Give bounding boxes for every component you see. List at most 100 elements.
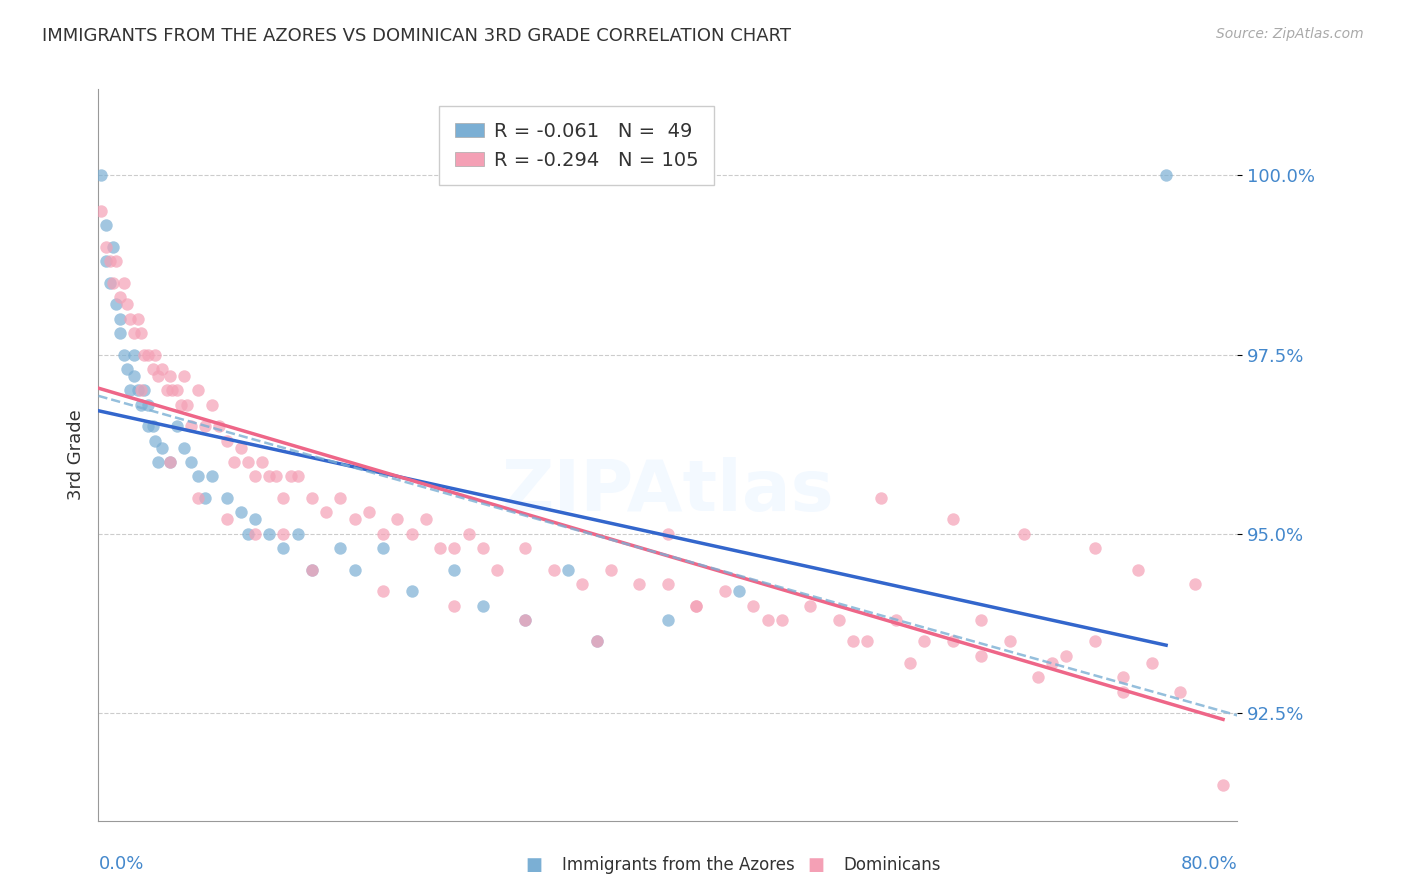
Point	[159, 455, 181, 469]
Point	[170, 398, 193, 412]
Point	[471, 599, 494, 613]
Point	[543, 563, 565, 577]
Point	[94, 240, 117, 254]
Point	[685, 599, 707, 613]
Point	[250, 455, 273, 469]
Point	[201, 469, 224, 483]
Point	[1084, 541, 1107, 556]
Point	[856, 634, 879, 648]
Point	[229, 505, 252, 519]
Point	[136, 419, 159, 434]
Point	[1056, 648, 1078, 663]
Point	[371, 541, 394, 556]
Point	[173, 441, 195, 455]
Point	[301, 491, 323, 505]
Point	[280, 469, 302, 483]
Point	[1170, 684, 1192, 698]
Text: Dominicans: Dominicans	[844, 856, 941, 874]
Point	[104, 254, 127, 268]
Point	[259, 526, 281, 541]
Point	[557, 563, 579, 577]
Point	[141, 419, 163, 434]
Point	[273, 526, 295, 541]
Point	[401, 526, 423, 541]
Point	[118, 311, 141, 326]
Point	[657, 613, 679, 627]
Y-axis label: 3rd Grade: 3rd Grade	[66, 409, 84, 500]
Point	[101, 276, 124, 290]
Point	[401, 584, 423, 599]
Point	[1040, 656, 1063, 670]
Point	[371, 526, 394, 541]
Point	[770, 613, 793, 627]
Point	[600, 563, 623, 577]
Point	[98, 254, 121, 268]
Point	[243, 526, 266, 541]
Point	[108, 326, 131, 340]
Point	[122, 326, 145, 340]
Point	[94, 254, 117, 268]
Point	[357, 505, 380, 519]
Point	[194, 419, 217, 434]
Point	[136, 347, 159, 361]
Point	[159, 455, 181, 469]
Point	[1126, 563, 1149, 577]
Point	[122, 347, 145, 361]
Point	[215, 491, 238, 505]
Point	[118, 384, 141, 398]
Point	[101, 240, 124, 254]
Point	[104, 297, 127, 311]
Point	[90, 204, 112, 219]
Point	[201, 398, 224, 412]
Point	[343, 563, 366, 577]
Point	[98, 276, 121, 290]
Point	[842, 634, 865, 648]
Point	[159, 369, 181, 384]
Point	[148, 369, 170, 384]
Point	[884, 613, 907, 627]
Point	[714, 584, 737, 599]
Point	[122, 369, 145, 384]
Point	[112, 276, 135, 290]
Point	[145, 434, 167, 448]
Point	[115, 362, 138, 376]
Point	[173, 369, 195, 384]
Point	[657, 526, 679, 541]
Point	[127, 311, 149, 326]
Point	[756, 613, 779, 627]
Point	[657, 577, 679, 591]
Text: ■: ■	[807, 856, 824, 874]
Point	[585, 634, 607, 648]
Point	[728, 584, 751, 599]
Point	[136, 398, 159, 412]
Point	[828, 613, 851, 627]
Point	[799, 599, 821, 613]
Point	[208, 419, 231, 434]
Point	[259, 469, 281, 483]
Point	[166, 384, 188, 398]
Point	[898, 656, 921, 670]
Point	[215, 434, 238, 448]
Point	[243, 512, 266, 526]
Point	[315, 505, 337, 519]
Point	[1026, 670, 1049, 684]
Point	[301, 563, 323, 577]
Point	[187, 384, 209, 398]
Point	[1212, 778, 1234, 792]
Point	[287, 469, 309, 483]
Point	[156, 384, 179, 398]
Text: ■: ■	[526, 856, 543, 874]
Point	[912, 634, 935, 648]
Point	[176, 398, 198, 412]
Point	[329, 541, 352, 556]
Point	[343, 512, 366, 526]
Text: 80.0%: 80.0%	[1181, 855, 1237, 873]
Point	[108, 311, 131, 326]
Point	[942, 634, 965, 648]
Point	[90, 168, 112, 182]
Point	[486, 563, 509, 577]
Point	[115, 297, 138, 311]
Point	[970, 648, 993, 663]
Point	[273, 491, 295, 505]
Point	[215, 512, 238, 526]
